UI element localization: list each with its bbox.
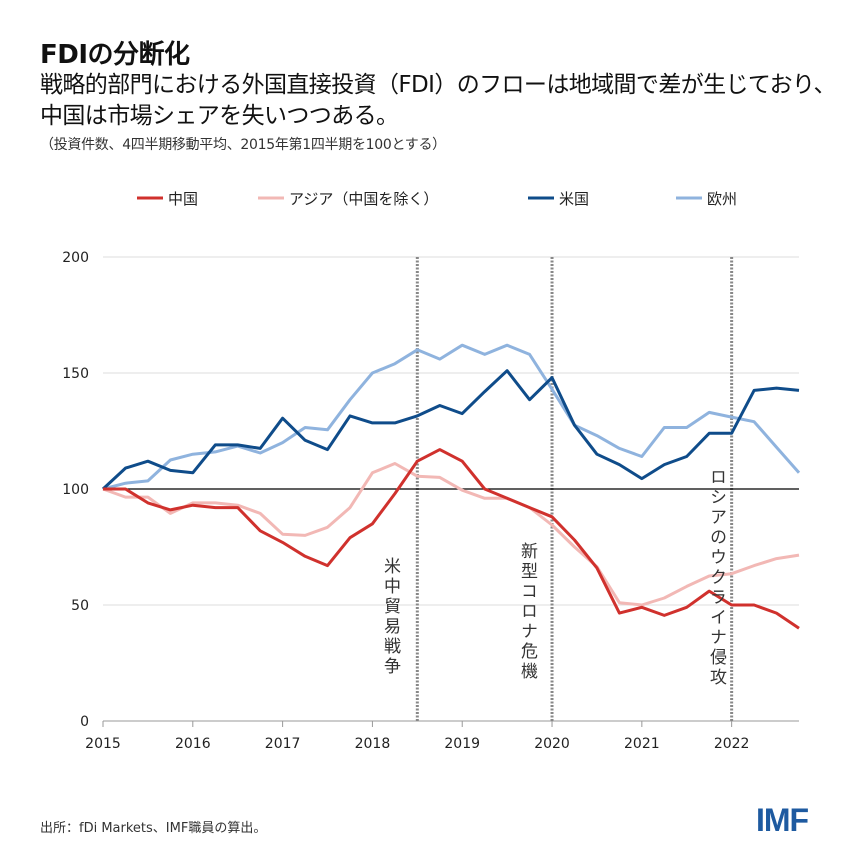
series-line xyxy=(101,369,800,491)
y-tick-label: 100 xyxy=(62,482,89,498)
x-tick-label: 2018 xyxy=(355,736,391,752)
y-tick-label: 200 xyxy=(62,250,89,266)
series-line xyxy=(102,462,800,607)
series-line xyxy=(102,343,801,491)
legend-label: 中国 xyxy=(168,190,198,208)
x-tick-label: 2016 xyxy=(175,736,211,752)
x-tick-label: 2017 xyxy=(265,736,301,752)
legend-label: 米国 xyxy=(559,190,589,208)
x-tick-label: 2019 xyxy=(444,736,480,752)
x-tick-label: 2015 xyxy=(85,736,121,752)
y-tick-label: 0 xyxy=(80,714,89,730)
series-line xyxy=(103,448,800,630)
source-note: 出所：fDi Markets、IMF職員の算出。 xyxy=(40,821,267,836)
imf-logo: IMF xyxy=(756,802,809,838)
event-label: 新型コロナ危機 xyxy=(517,542,538,682)
y-tick-label: 150 xyxy=(62,366,89,382)
x-tick-label: 2020 xyxy=(534,736,570,752)
event-label: 米中貿易戦争 xyxy=(380,557,401,677)
chart-note: （投資件数、4四半期移動平均、2015年第1四半期を100とする） xyxy=(40,137,446,153)
x-tick-label: 2022 xyxy=(714,736,750,752)
event-label: ロシアのウクライナ侵攻 xyxy=(706,468,727,688)
y-tick-label: 50 xyxy=(71,598,89,614)
legend-label: 欧州 xyxy=(707,190,737,208)
chart-title: FDIの分断化 xyxy=(40,40,190,70)
x-tick-label: 2021 xyxy=(624,736,660,752)
chart-subtitle: 戦略的部門における外国直接投資（FDI）のフローは地域間で差が生じており、中国は… xyxy=(40,72,837,129)
legend-label: アジア（中国を除く） xyxy=(289,190,438,208)
